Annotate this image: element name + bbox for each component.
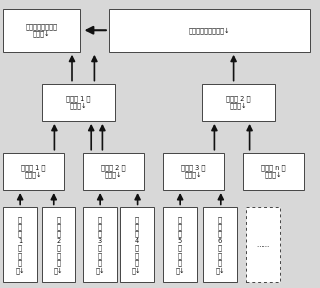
FancyBboxPatch shape — [109, 9, 310, 52]
Text: 网
区
段
5
参
数
终
端↓: 网 区 段 5 参 数 终 端↓ — [175, 216, 185, 274]
FancyBboxPatch shape — [83, 207, 117, 282]
Text: 单方接收权限的科
研机构↓: 单方接收权限的科 研机构↓ — [26, 23, 58, 37]
FancyBboxPatch shape — [83, 153, 144, 190]
FancyBboxPatch shape — [203, 207, 237, 282]
Text: ……: …… — [257, 242, 270, 248]
FancyBboxPatch shape — [163, 207, 197, 282]
FancyBboxPatch shape — [202, 84, 275, 121]
Text: 网
区
段
3
参
数
终
端↓: 网 区 段 3 参 数 终 端↓ — [95, 216, 105, 274]
FancyBboxPatch shape — [3, 153, 64, 190]
Text: 网
区
段
6
参
数
终
端↓: 网 区 段 6 参 数 终 端↓ — [215, 216, 225, 274]
FancyBboxPatch shape — [42, 84, 115, 121]
FancyBboxPatch shape — [163, 153, 224, 190]
Text: 供电段 2 调
度终端↓: 供电段 2 调 度终端↓ — [101, 164, 126, 178]
Text: 总公司调度指挥终端↓: 总公司调度指挥终端↓ — [189, 27, 230, 34]
Text: 网
区
段
1
参
数
终
端↓: 网 区 段 1 参 数 终 端↓ — [15, 216, 25, 274]
Text: 铁路局 2 调
度终端↓: 铁路局 2 调 度终端↓ — [226, 95, 251, 109]
FancyBboxPatch shape — [42, 207, 75, 282]
Text: 供电段 1 调
度终端↓: 供电段 1 调 度终端↓ — [21, 164, 46, 178]
Text: 供电段 n 调
度终端↓: 供电段 n 调 度终端↓ — [261, 164, 286, 178]
Text: 铁路局 1 调
度终端↓: 铁路局 1 调 度终端↓ — [66, 95, 91, 109]
Text: 供电段 3 调
度终端↓: 供电段 3 调 度终端↓ — [181, 164, 206, 178]
FancyBboxPatch shape — [3, 207, 37, 282]
FancyBboxPatch shape — [120, 207, 154, 282]
FancyBboxPatch shape — [3, 9, 80, 52]
Text: 网
区
段
2
参
数
终
端↓: 网 区 段 2 参 数 终 端↓ — [54, 216, 63, 274]
FancyBboxPatch shape — [243, 153, 304, 190]
FancyBboxPatch shape — [246, 207, 280, 282]
Text: 网
区
段
4
参
数
终
端↓: 网 区 段 4 参 数 终 端↓ — [132, 216, 141, 274]
